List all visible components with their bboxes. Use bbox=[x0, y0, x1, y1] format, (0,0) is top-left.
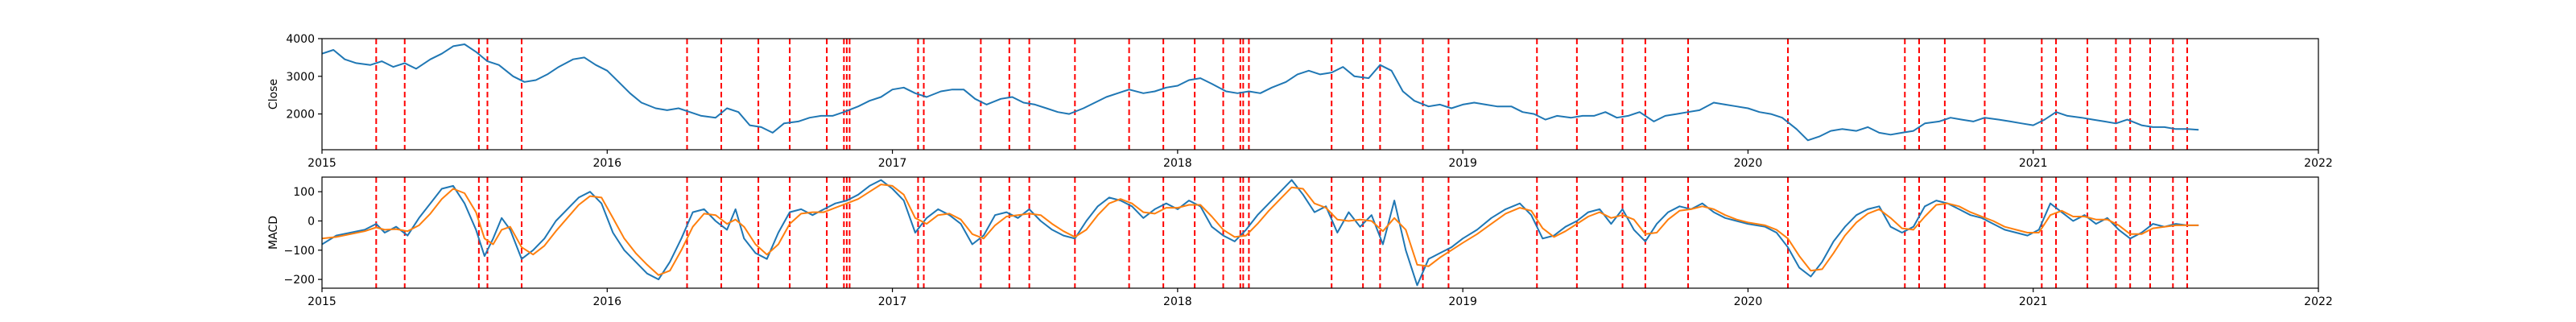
macd-x-tick-label: 2015 bbox=[308, 295, 336, 308]
macd-y-axis-label: MACD bbox=[267, 216, 280, 250]
close-x-tick-label: 2022 bbox=[2304, 157, 2333, 170]
close-x-tick-label: 2017 bbox=[878, 157, 907, 170]
close-x-tick-label: 2019 bbox=[1448, 157, 1477, 170]
close-axes-frame bbox=[321, 38, 2319, 151]
macd-y-tick-label: −100 bbox=[284, 245, 315, 258]
macd-x-tick-label: 2017 bbox=[878, 295, 907, 308]
close-x-tick-label: 2015 bbox=[308, 157, 336, 170]
macd-x-tick-label: 2022 bbox=[2304, 295, 2333, 308]
close-x-tick-label: 2021 bbox=[2019, 157, 2048, 170]
close-plot-area bbox=[322, 39, 2199, 150]
macd-x-tick-label: 2018 bbox=[1163, 295, 1192, 308]
macd-x-tick-label: 2021 bbox=[2019, 295, 2048, 308]
macd-plot-area bbox=[322, 177, 2199, 288]
close-x-tick-label: 2020 bbox=[1734, 157, 1763, 170]
macd-y-tick-label: 0 bbox=[308, 215, 315, 228]
close-x-tick-label: 2016 bbox=[592, 157, 621, 170]
macd-panel: 2015 2016 2017 2018 2019 2020 2021 2022 −200 −100… bbox=[267, 176, 2333, 308]
close-y-axis-label: Close bbox=[267, 79, 280, 109]
macd-axes-frame bbox=[321, 176, 2319, 289]
macd-y-tick-label: 100 bbox=[293, 186, 315, 199]
macd-series-line-1 bbox=[322, 184, 2199, 276]
macd-x-tick-label: 2019 bbox=[1448, 295, 1477, 308]
close-y-tick-label: 3000 bbox=[286, 71, 315, 84]
macd-x-tick-label: 2016 bbox=[592, 295, 621, 308]
close-x-tick-label: 2018 bbox=[1163, 157, 1192, 170]
macd-x-tick-label: 2020 bbox=[1734, 295, 1763, 308]
close-y-tick-label: 4000 bbox=[286, 33, 315, 46]
close-series-line-0 bbox=[322, 43, 2199, 142]
close-y-tick-label: 2000 bbox=[286, 109, 315, 122]
macd-y-tick-label: −200 bbox=[284, 274, 315, 287]
macd-series-line-0 bbox=[322, 179, 2199, 287]
close-price-panel: 2015 2016 2017 2018 2019 2020 2021 2022 2000 3000… bbox=[267, 33, 2333, 170]
